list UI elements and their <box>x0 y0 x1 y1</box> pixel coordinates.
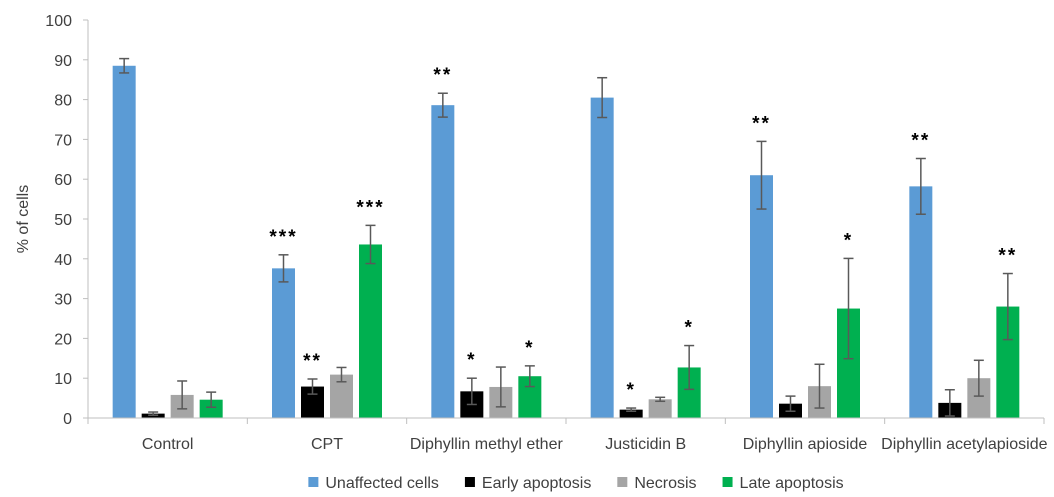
bar <box>359 244 382 418</box>
legend-label: Early apoptosis <box>482 475 591 492</box>
y-axis: 0 10 20 30 40 50 60 70 80 90 100 <box>45 13 89 428</box>
bar <box>677 367 701 418</box>
significance-markers: *********** ********** <box>269 65 1017 401</box>
legend-swatch <box>617 477 628 487</box>
x-category-label: Diphyllin methyl ether <box>410 436 564 453</box>
x-category-label: Diphyllin acetylapioside <box>881 436 1047 453</box>
y-tick-label: 60 <box>54 172 72 189</box>
bars <box>112 65 1020 419</box>
bar <box>112 65 136 419</box>
y-tick-label: 70 <box>54 132 72 149</box>
legend-swatch <box>308 477 319 487</box>
significance-marker: * <box>626 380 635 401</box>
x-axis: Control CPT Diphyllin methyl ether Justicid… <box>87 417 1048 453</box>
significance-marker: *** <box>356 197 384 218</box>
bar <box>967 378 991 418</box>
y-tick-label: 40 <box>54 252 72 269</box>
y-tick-label: 90 <box>54 53 72 70</box>
y-tick-label: 30 <box>54 292 72 309</box>
legend-label: Necrosis <box>634 475 696 492</box>
significance-marker: ** <box>752 113 771 134</box>
bar <box>648 399 672 418</box>
significance-marker: * <box>525 338 534 359</box>
y-axis-label: % of cells <box>15 185 32 253</box>
y-tick-label: 50 <box>54 212 72 229</box>
x-category-label: Justicidin B <box>605 436 686 453</box>
bar <box>750 175 773 418</box>
bar <box>330 374 353 418</box>
bar <box>590 97 614 419</box>
y-tick-label: 0 <box>63 411 72 428</box>
bar <box>996 306 1020 418</box>
significance-marker: *** <box>269 227 297 248</box>
bar <box>199 399 223 418</box>
error-bars <box>119 57 1013 417</box>
significance-marker: * <box>844 230 853 251</box>
bar <box>431 105 455 418</box>
y-tick-label: 20 <box>54 331 72 348</box>
y-tick-label: 10 <box>54 371 72 388</box>
legend-swatch <box>464 477 475 487</box>
significance-marker: ** <box>433 65 452 86</box>
significance-marker: * <box>684 318 693 339</box>
significance-marker: * <box>467 350 476 371</box>
legend-label: Late apoptosis <box>740 475 844 492</box>
x-category-label: CPT <box>311 436 343 453</box>
bar <box>518 376 542 418</box>
x-category-label: Control <box>142 436 194 453</box>
legend-swatch <box>722 477 733 487</box>
legend: Unaffected cells Early apoptosis Necrosis L… <box>308 475 844 492</box>
legend-label: Unaffected cells <box>325 475 439 492</box>
significance-marker: ** <box>998 246 1017 267</box>
x-category-label: Diphyllin apioside <box>743 436 868 453</box>
bar <box>837 308 860 418</box>
y-tick-label: 100 <box>45 13 72 30</box>
y-tick-label: 80 <box>54 93 72 110</box>
significance-marker: ** <box>303 351 322 372</box>
bar <box>301 386 324 418</box>
bar <box>619 409 643 418</box>
bar <box>909 186 933 418</box>
bar <box>272 268 295 418</box>
significance-marker: ** <box>911 131 930 152</box>
